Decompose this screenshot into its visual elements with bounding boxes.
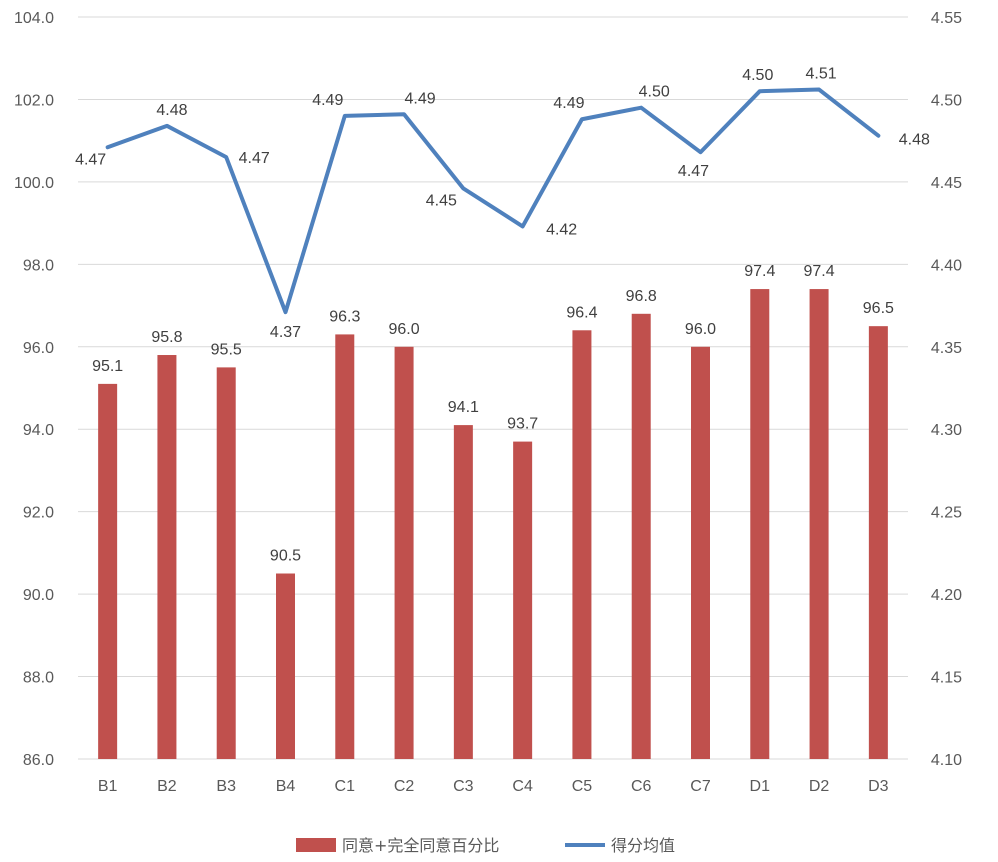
right-tick-label: 4.40 [931,257,962,274]
right-tick-label: 4.55 [931,10,962,27]
gridlines [78,16,908,760]
category-label: B3 [216,778,236,795]
line-data-label: 4.47 [239,150,270,167]
category-label: B4 [276,778,296,795]
left-tick-label: 96.0 [23,340,54,357]
bar [157,355,177,759]
category-label: C6 [631,778,652,795]
line-series [105,87,881,315]
line-data-label: 4.37 [270,324,301,341]
bar-data-label: 93.7 [507,416,538,433]
bar-data-label: 96.3 [329,308,360,325]
right-tick-label: 4.15 [931,670,962,687]
right-tick-label: 4.30 [931,422,962,439]
line-data-label: 4.49 [312,92,343,109]
bar [631,313,651,759]
legend-label-bar: 同意+完全同意百分比 [342,836,499,855]
right-tick-label: 4.45 [931,175,962,192]
left-tick-label: 100.0 [14,175,54,192]
line-data-label: 4.47 [75,151,106,168]
bar-data-label: 96.0 [389,321,420,338]
line-data-label: 4.49 [405,90,436,107]
bar [276,573,295,759]
data-labels: 95.1 95.8 95.5 90.5 96.3 96.0 94.1 93.7 96.4 96.8… [75,66,930,565]
bar [335,334,355,759]
bar-data-label: 96.4 [566,304,597,321]
bar [809,289,829,759]
left-tick-label: 104.0 [14,10,54,27]
category-label: D2 [809,778,830,795]
bar [98,383,118,759]
bar [868,326,888,759]
right-tick-label: 4.50 [931,92,962,109]
right-tick-label: 4.35 [931,340,962,357]
bar [453,425,473,759]
left-tick-label: 98.0 [23,257,54,274]
bar-data-label: 97.4 [744,263,775,280]
category-label: C4 [512,778,533,795]
line-data-label: 4.49 [553,95,584,112]
bar [394,346,414,759]
line-data-label: 4.50 [742,67,773,84]
line-data-label: 4.48 [156,102,187,119]
left-tick-label: 94.0 [23,422,54,439]
bar-data-label: 96.5 [863,300,894,317]
category-label: C2 [394,778,415,795]
line-path [105,87,881,315]
line-data-label: 4.42 [546,221,577,238]
bar [572,330,592,759]
bar-data-label: 94.1 [448,399,479,416]
legend-swatch-bar [296,838,336,852]
category-label: D3 [868,778,889,795]
right-tick-label: 4.10 [931,752,962,769]
category-label: C7 [690,778,711,795]
right-axis: 4.10 4.15 4.20 4.25 4.30 4.35 4.40 4.45 4.50 4.55 [931,10,962,769]
left-tick-label: 102.0 [14,92,54,109]
line-data-label: 4.50 [639,84,670,101]
bar-data-label: 96.8 [626,288,657,305]
bar-data-label: 96.0 [685,321,716,338]
category-label: B1 [98,778,118,795]
category-label: D1 [750,778,771,795]
left-tick-label: 86.0 [23,752,54,769]
bar-data-label: 97.4 [804,263,835,280]
bar [513,441,533,759]
line-data-label: 4.45 [426,192,457,209]
bar [691,346,710,759]
category-label: B2 [157,778,177,795]
right-tick-label: 4.25 [931,505,962,522]
line-data-label: 4.51 [806,66,837,83]
category-label: C5 [572,778,593,795]
bar-data-label: 95.1 [92,358,123,375]
left-tick-label: 88.0 [23,670,54,687]
category-axis: B1 B2 B3 B4 C1 C2 C3 C4 C5 C6 C7 D1 D2 D3 [98,778,889,795]
bar-data-label: 90.5 [270,548,301,565]
line-data-label: 4.48 [899,132,930,149]
legend: 同意+完全同意百分比 得分均值 [296,836,675,855]
legend-label-line: 得分均值 [611,836,675,855]
left-tick-label: 92.0 [23,505,54,522]
bar [750,289,770,759]
bar-data-label: 95.8 [151,329,182,346]
category-label: C3 [453,778,474,795]
right-tick-label: 4.20 [931,587,962,604]
bar-series [98,289,888,759]
bar-data-label: 95.5 [211,341,242,358]
left-axis: 86.0 88.0 90.0 92.0 94.0 96.0 98.0 100.0 102.0 10… [14,10,54,769]
line-data-label: 4.47 [678,163,709,180]
left-tick-label: 90.0 [23,587,54,604]
category-label: C1 [335,778,356,795]
bar [216,367,236,759]
